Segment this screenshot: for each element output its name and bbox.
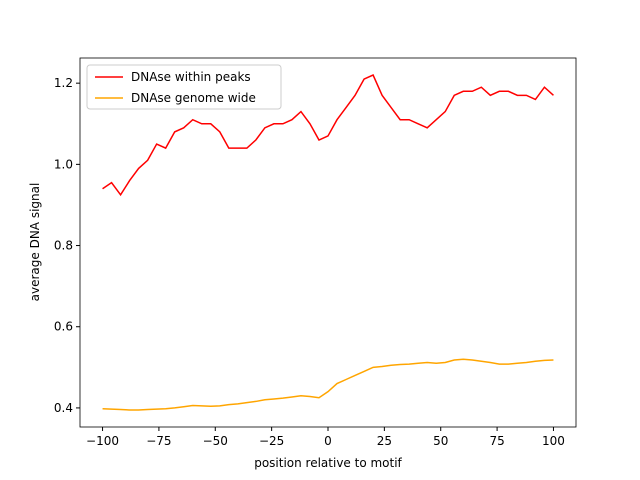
- x-axis-label: position relative to motif: [254, 456, 402, 470]
- y-axis-label: average DNA signal: [28, 183, 42, 302]
- line-series: [102, 358, 554, 411]
- x-tick-label: 50: [433, 434, 448, 448]
- x-tick-label: −100: [86, 434, 119, 448]
- x-tick-label: 25: [377, 434, 392, 448]
- legend-label: DNAse within peaks: [131, 70, 251, 84]
- x-tick-label: 100: [542, 434, 565, 448]
- x-tick-label: −75: [146, 434, 171, 448]
- legend-box: [86, 64, 282, 110]
- line-series: [102, 74, 554, 197]
- x-tick-label: −25: [259, 434, 284, 448]
- x-tick-label: 75: [489, 434, 504, 448]
- legend-label: DNAse genome wide: [131, 91, 256, 105]
- y-tick-label: 0.8: [54, 239, 73, 253]
- y-tick-label: 0.4: [54, 401, 73, 415]
- x-tick-label: −50: [203, 434, 228, 448]
- plot-frame: [79, 57, 577, 428]
- y-tick-label: 1.2: [54, 76, 73, 90]
- y-tick-label: 0.6: [54, 320, 73, 334]
- y-tick-label: 1.0: [54, 157, 73, 171]
- x-tick-label: 0: [324, 434, 332, 448]
